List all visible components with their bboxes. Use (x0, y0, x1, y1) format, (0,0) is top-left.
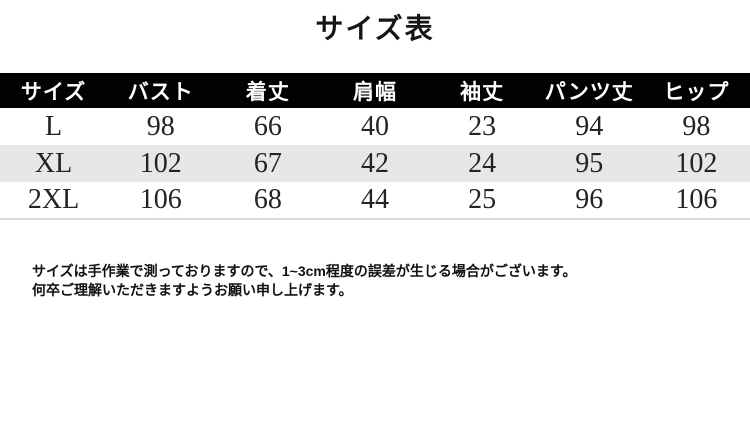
size-cell: 2XL (27, 184, 80, 215)
value-cell: 40 (360, 110, 389, 142)
value-cell: 98 (682, 110, 711, 142)
value-cell: 95 (575, 147, 604, 179)
value-cell: 25 (468, 184, 497, 215)
value-cell: 106 (139, 184, 182, 215)
value-cell: 24 (468, 147, 497, 179)
header-cell-hip: ヒップ (663, 80, 730, 104)
value-cell: 102 (675, 147, 718, 179)
value-cell: 96 (575, 184, 604, 215)
value-cell: 68 (253, 184, 282, 215)
header-cell-pants: パンツ丈 (544, 80, 634, 104)
value-cell: 44 (360, 184, 389, 215)
value-cell: 94 (575, 110, 604, 142)
table-body: L 98 66 40 23 94 98 XL 102 67 42 24 95 1… (0, 108, 750, 219)
value-cell: 42 (360, 147, 389, 179)
page-title: サイズ表 (315, 13, 435, 44)
size-cell: XL (34, 147, 73, 179)
table-header-row: サイズ バスト 着丈 肩幅 袖丈 パンツ丈 ヒップ (0, 73, 750, 108)
value-cell: 66 (253, 110, 282, 142)
header-cell-size: サイズ (20, 80, 87, 104)
header-cell-shoulder: 肩幅 (352, 80, 397, 104)
value-cell: 23 (468, 110, 497, 142)
value-cell: 67 (253, 147, 282, 179)
size-table: サイズ バスト 着丈 肩幅 袖丈 パンツ丈 ヒップ L 98 66 40 23 … (0, 73, 750, 220)
table-row-xl: XL 102 67 42 24 95 102 (0, 145, 750, 182)
table-row-l: L 98 66 40 23 94 98 (0, 108, 750, 145)
table-row-2xl: 2XL 106 68 44 25 96 106 (0, 182, 750, 219)
note-line-1: サイズは手作業で測っておりますので、1~3cm程度の誤差が生じる場合がございます… (32, 263, 577, 279)
value-cell: 106 (675, 184, 718, 215)
header-cell-sleeve: 袖丈 (460, 80, 505, 104)
size-cell: L (45, 110, 63, 142)
value-cell: 102 (139, 147, 182, 179)
header-cell-length: 着丈 (245, 80, 290, 104)
value-cell: 98 (146, 110, 175, 142)
header-cell-bust: バスト (127, 80, 194, 104)
note-line-2: 何卒ご理解いただきますようお願い申し上げます。 (32, 282, 353, 298)
table-head: サイズ バスト 着丈 肩幅 袖丈 パンツ丈 ヒップ (0, 73, 750, 108)
size-note: サイズは手作業で測っておりますので、1~3cm程度の誤差が生じる場合がございます… (32, 262, 750, 300)
